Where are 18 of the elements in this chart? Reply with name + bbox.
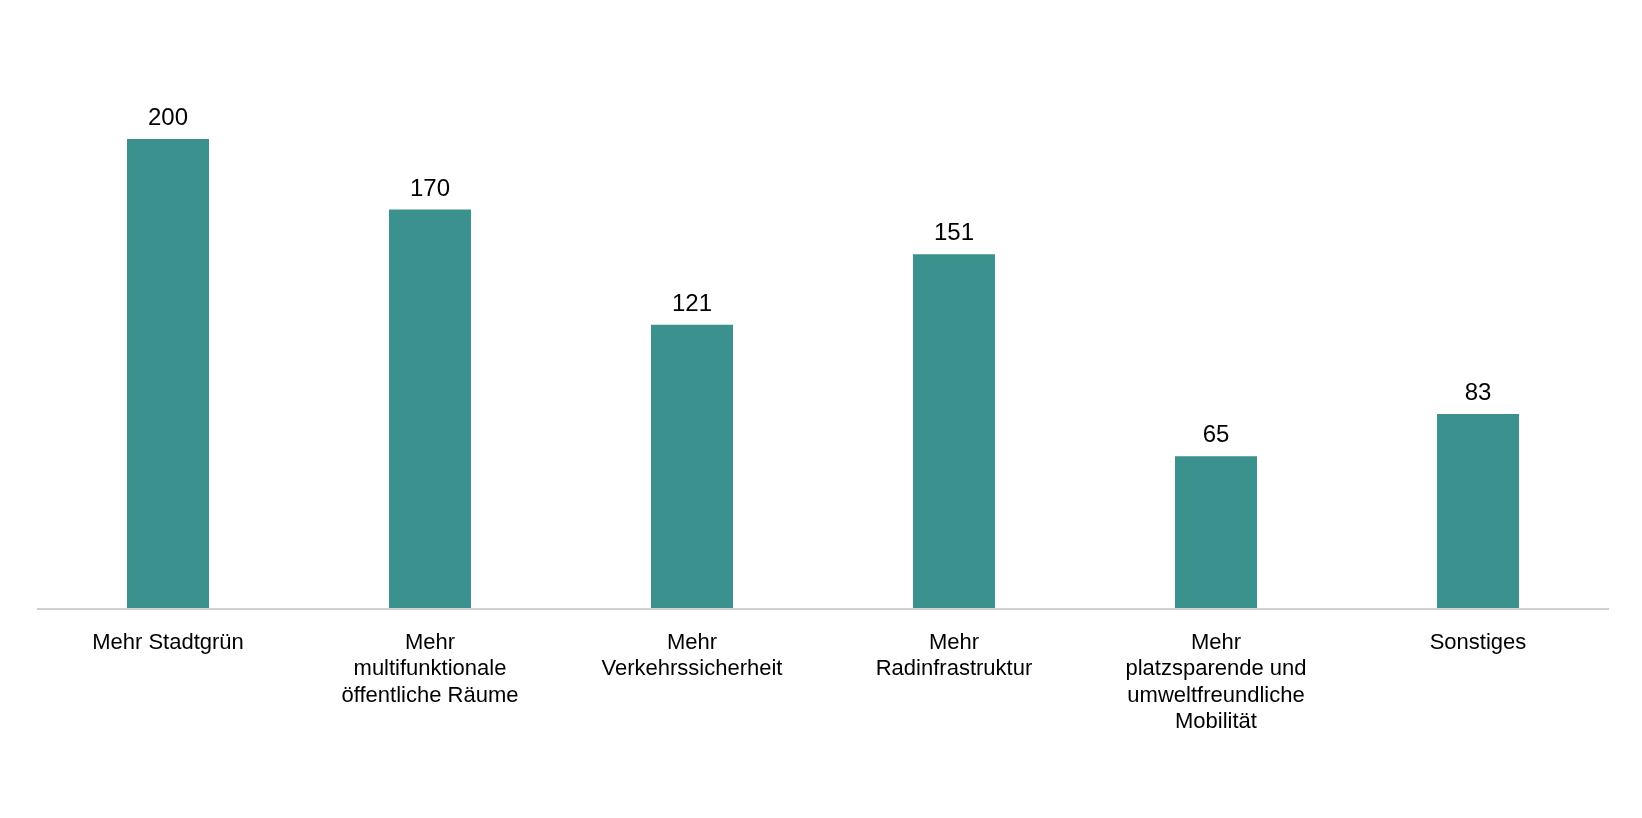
data-label: 151 [933, 218, 975, 246]
x-tick-label: Mehr Verkehrssicherheit [601, 629, 783, 681]
x-tick-label: Mehr multifunktionale öffentliche Räume [341, 629, 519, 707]
x-tick-label: Mehr Stadtgrün [92, 629, 244, 654]
data-label: 121 [671, 288, 713, 316]
data-label: 65 [1202, 420, 1230, 448]
bar [127, 139, 209, 609]
bar [1175, 456, 1257, 609]
x-tick-label: Mehr platzsparende und umweltfreundliche Mobilität [1125, 629, 1307, 734]
bar [1437, 413, 1519, 609]
data-label: 83 [1464, 377, 1492, 405]
x-tick-label: Sonstiges [1429, 629, 1527, 654]
data-label: 200 [147, 103, 189, 130]
bar [389, 209, 471, 609]
bar [651, 324, 733, 609]
data-label: 170 [409, 173, 451, 201]
bar [913, 254, 995, 609]
x-tick-label: Mehr Radinfrastruktur [875, 629, 1033, 681]
